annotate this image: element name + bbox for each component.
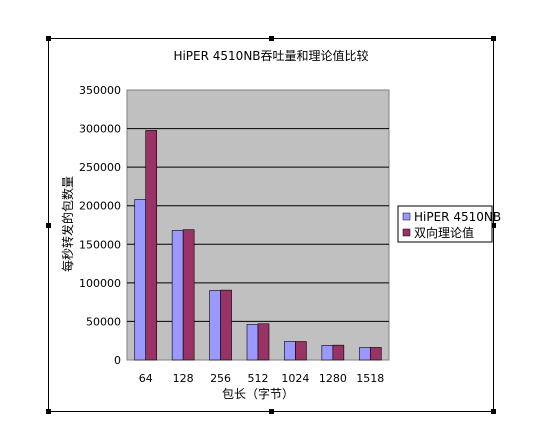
x-tick-label: 128 xyxy=(173,372,194,385)
resize-handle-bottom-right[interactable] xyxy=(491,409,496,414)
bar-theoretical-1024[interactable] xyxy=(295,341,307,361)
x-axis-label: 包长（字节） xyxy=(222,386,294,401)
x-tick-label: 64 xyxy=(139,372,153,385)
legend-label-hiper: HiPER 4510NB xyxy=(414,210,501,224)
resize-handle-top-left[interactable] xyxy=(46,36,51,41)
y-tick-label: 200000 xyxy=(79,200,121,213)
plot-area[interactable] xyxy=(126,89,390,361)
grid-lines xyxy=(127,128,389,322)
legend-swatch-theoretical xyxy=(402,228,411,237)
y-tick-label: 50000 xyxy=(86,315,121,328)
resize-handle-middle-left[interactable] xyxy=(46,223,51,228)
legend-swatch-hiper xyxy=(402,212,411,221)
x-tick-label: 512 xyxy=(248,372,269,385)
resize-handle-middle-right[interactable] xyxy=(491,223,496,228)
x-tick-label: 1518 xyxy=(356,372,384,385)
bar-theoretical-64[interactable] xyxy=(145,130,158,361)
y-axis-ticks: 0 50000 100000 150000 200000 250000 300000 3500… xyxy=(79,84,121,367)
y-tick-label: 100000 xyxy=(79,277,121,290)
bar-hiper-1024[interactable] xyxy=(284,341,296,361)
resize-handle-top-right[interactable] xyxy=(491,36,496,41)
y-tick-label: 150000 xyxy=(79,238,121,251)
bar-theoretical-128[interactable] xyxy=(182,229,195,361)
y-tick-label: 0 xyxy=(114,354,121,367)
resize-handle-top-middle[interactable] xyxy=(269,36,274,41)
bar-hiper-256[interactable] xyxy=(209,290,221,361)
bar-hiper-1518[interactable] xyxy=(358,347,371,361)
x-axis-ticks: 64 128 256 512 1024 1280 1518 xyxy=(139,372,385,385)
resize-handle-bottom-middle[interactable] xyxy=(269,409,274,414)
bar-theoretical-512[interactable] xyxy=(257,323,270,361)
y-tick-label: 350000 xyxy=(79,84,121,97)
bar-theoretical-256[interactable] xyxy=(220,289,232,361)
resize-handle-bottom-left[interactable] xyxy=(46,409,51,414)
chart-title: HiPER 4510NB吞吐量和理论值比较 xyxy=(173,48,368,63)
bars xyxy=(134,130,382,361)
x-tick-label: 1280 xyxy=(319,372,347,385)
legend-box[interactable] xyxy=(397,205,493,243)
bar-hiper-64[interactable] xyxy=(134,199,147,361)
bar-hiper-1280[interactable] xyxy=(321,345,334,361)
bar-theoretical-1518[interactable] xyxy=(369,347,382,361)
bar-hiper-512[interactable] xyxy=(246,324,259,361)
y-tick-label: 250000 xyxy=(79,161,121,174)
legend[interactable]: HiPER 4510NB 双向理论值 xyxy=(397,205,501,243)
x-tick-label: 1024 xyxy=(281,372,309,385)
x-tick-label: 256 xyxy=(210,372,231,385)
legend-label-theoretical: 双向理论值 xyxy=(414,225,474,240)
y-tick-label: 300000 xyxy=(79,123,121,136)
y-axis-label: 每秒转发的包数量 xyxy=(60,176,75,272)
bar-theoretical-1280[interactable] xyxy=(332,344,345,361)
bar-hiper-128[interactable] xyxy=(171,230,184,361)
